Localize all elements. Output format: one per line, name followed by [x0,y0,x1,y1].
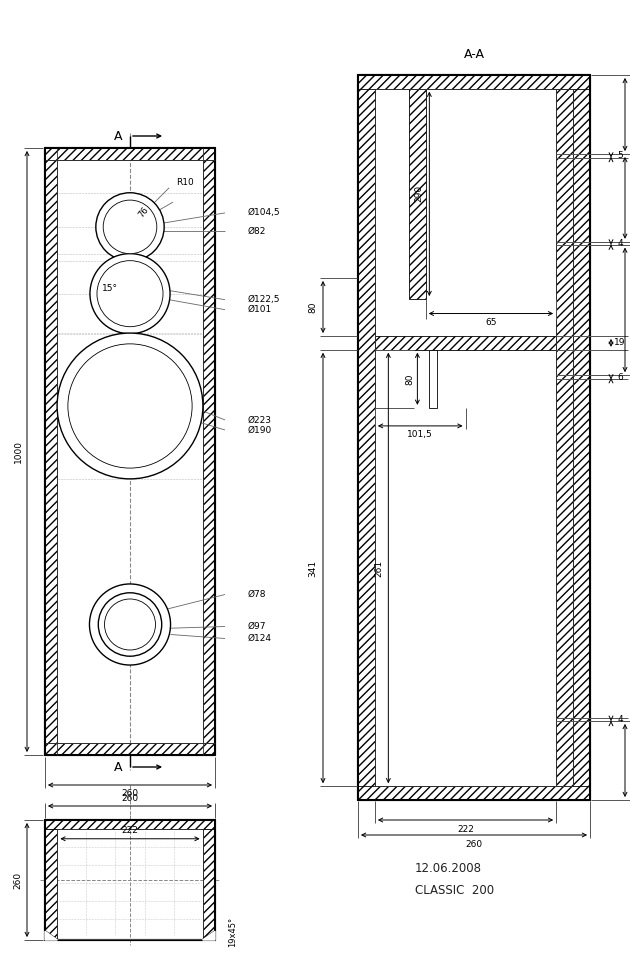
Bar [45,744,215,755]
Text: 290: 290 [415,185,424,203]
Circle shape [98,593,162,657]
Text: Ø78: Ø78 [248,590,266,599]
Text: 65: 65 [485,318,496,327]
Text: 260: 260 [122,794,139,803]
Text: A: A [113,760,122,773]
Bar [45,820,215,940]
Text: 80: 80 [309,301,318,313]
Text: 101,5: 101,5 [408,430,433,439]
Circle shape [57,333,203,479]
Text: Ø101: Ø101 [248,305,272,315]
Polygon shape [45,931,57,940]
Circle shape [97,261,163,326]
Text: 12.06.2008: 12.06.2008 [415,861,482,874]
Text: 1000: 1000 [13,440,23,463]
Bar [358,75,590,89]
Text: 222: 222 [122,826,139,835]
Text: A: A [113,129,122,142]
Bar [45,820,215,829]
Bar [375,336,556,350]
Text: CLASSIC  200: CLASSIC 200 [415,884,494,897]
Text: A-A: A-A [464,48,484,62]
Bar [203,148,215,755]
Circle shape [89,584,171,665]
Text: Ø97: Ø97 [248,622,266,631]
Text: Ø190: Ø190 [248,425,272,434]
Text: 6: 6 [617,372,623,382]
Text: 4: 4 [617,239,623,248]
Text: 261: 261 [375,560,384,576]
Text: 260: 260 [122,789,139,798]
Circle shape [96,193,164,261]
Text: Ø122,5: Ø122,5 [248,295,280,304]
Bar [45,148,57,755]
Text: 341: 341 [309,560,318,576]
Text: 19: 19 [614,338,626,347]
Bar [573,75,590,800]
Text: 260: 260 [13,871,23,889]
Text: R10: R10 [176,178,194,187]
Text: 80: 80 [405,373,414,384]
Bar [45,148,215,160]
Circle shape [105,599,156,650]
Bar [556,89,573,786]
Text: 4: 4 [617,715,623,724]
Text: 15°: 15° [102,284,118,293]
Bar [45,829,57,940]
Bar [358,75,590,800]
Circle shape [103,200,157,254]
Bar [409,89,426,299]
Circle shape [68,344,192,468]
Bar [430,350,437,408]
Text: 19x45°: 19x45° [229,917,238,947]
Text: Ø124: Ø124 [248,634,272,643]
Text: 260: 260 [466,840,483,849]
Text: 5: 5 [617,151,623,161]
Bar [203,829,215,940]
Circle shape [90,254,170,334]
Text: Ø223: Ø223 [248,416,272,424]
Text: Ø104,5: Ø104,5 [248,209,280,218]
Bar [358,75,375,800]
Bar [45,148,215,755]
Text: 222: 222 [457,824,474,834]
Text: Ø82: Ø82 [248,226,266,235]
Bar [358,786,590,800]
Polygon shape [203,931,215,940]
Text: 76: 76 [137,206,151,220]
